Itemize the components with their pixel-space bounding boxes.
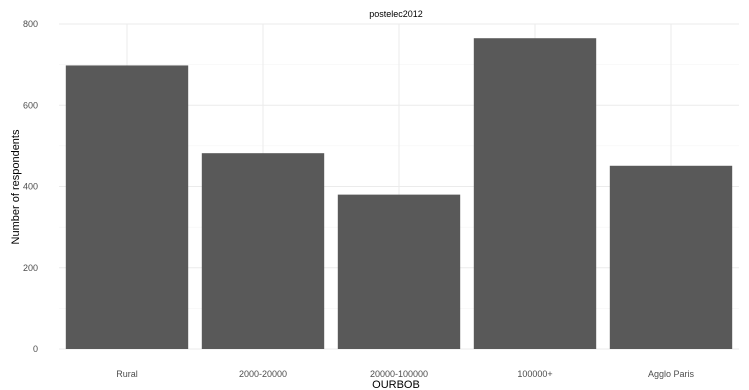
chart-title: postelec2012 xyxy=(369,9,423,19)
bar-2000-20000 xyxy=(201,153,325,349)
bars xyxy=(65,38,733,349)
y-tick-label: 0 xyxy=(33,344,38,354)
x-tick-label: 2000-20000 xyxy=(239,369,287,379)
bar-20000-100000 xyxy=(337,194,461,349)
y-tick-label: 400 xyxy=(23,182,38,192)
y-tick-label: 800 xyxy=(23,19,38,29)
x-tick-label: Agglo Paris xyxy=(648,369,695,379)
bar-100000- xyxy=(473,38,597,349)
y-tick-label: 200 xyxy=(23,263,38,273)
y-tick-label: 600 xyxy=(23,100,38,110)
x-tick-label: 100000+ xyxy=(517,369,552,379)
x-axis-title: OURBOB xyxy=(372,379,420,390)
x-tick-label: 20000-100000 xyxy=(370,369,428,379)
x-tick-label: Rural xyxy=(116,369,138,379)
bar-agglo-paris xyxy=(609,165,733,349)
y-axis-title: Number of respondents xyxy=(10,129,22,244)
bar-rural xyxy=(65,65,189,349)
x-axis-ticks: Rural 2000-20000 20000-100000 100000+ Agglo … xyxy=(116,369,694,379)
y-axis-ticks: 0 200 400 600 800 xyxy=(23,19,38,354)
